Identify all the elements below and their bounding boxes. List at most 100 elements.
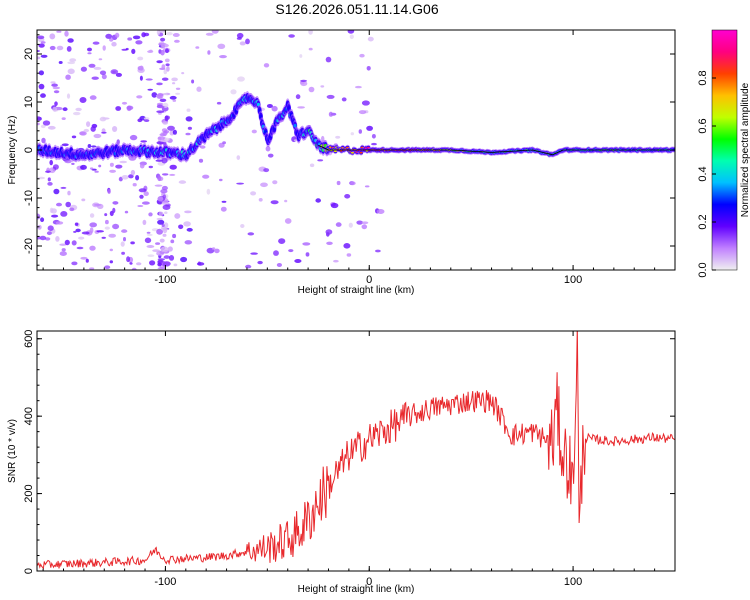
snr-line xyxy=(37,331,675,570)
noise-speckle xyxy=(305,252,310,257)
noise-speckle xyxy=(157,136,166,141)
noise-speckle xyxy=(160,37,166,42)
noise-speckle xyxy=(137,205,144,207)
x-tick-label: 100 xyxy=(564,576,582,588)
noise-speckle xyxy=(38,83,45,90)
noise-speckle xyxy=(87,52,92,55)
noise-speckle xyxy=(161,157,168,164)
noise-speckle xyxy=(300,79,308,82)
noise-speckle xyxy=(216,101,222,105)
noise-speckle xyxy=(37,50,40,52)
noise-speckle xyxy=(174,213,181,219)
noise-speckle xyxy=(69,207,75,212)
noise-speckle xyxy=(121,251,125,255)
noise-speckle xyxy=(237,76,245,82)
noise-speckle xyxy=(64,239,70,246)
noise-speckle xyxy=(121,101,128,105)
noise-speckle xyxy=(178,180,187,184)
noise-speckle xyxy=(132,35,141,40)
noise-speckle xyxy=(320,85,325,88)
figure-title: S126.2026.051.11.14.G06 xyxy=(275,1,438,17)
noise-speckle xyxy=(186,227,193,232)
spectrogram-y-ticks: -20 -10 0 10 20 xyxy=(23,34,675,266)
noise-speckle xyxy=(105,33,113,39)
noise-speckle xyxy=(71,261,78,266)
noise-speckle xyxy=(198,158,204,163)
noise-speckle xyxy=(330,202,339,209)
noise-speckle xyxy=(123,237,126,242)
y-tick-label: 400 xyxy=(23,407,35,425)
noise-speckle xyxy=(263,168,270,173)
noise-speckle xyxy=(157,175,162,182)
noise-speckle xyxy=(59,243,67,246)
noise-speckle xyxy=(158,112,162,115)
noise-speckle xyxy=(37,116,41,121)
noise-speckle xyxy=(157,267,166,270)
noise-speckle xyxy=(147,88,153,91)
noise-speckle xyxy=(143,191,149,197)
noise-speckle xyxy=(67,68,75,75)
noise-speckle xyxy=(139,75,143,81)
noise-speckle xyxy=(148,165,153,169)
noise-speckle xyxy=(136,262,142,266)
noise-speckle xyxy=(230,89,237,95)
noise-speckle xyxy=(101,131,107,134)
noise-speckle xyxy=(130,169,136,176)
noise-speckle xyxy=(127,37,133,41)
y-tick-label: 20 xyxy=(23,48,35,60)
noise-speckle xyxy=(80,66,87,72)
y-tick-label: 200 xyxy=(23,484,35,502)
noise-speckle xyxy=(361,100,370,106)
noise-speckle xyxy=(359,53,365,58)
noise-speckle xyxy=(99,116,107,122)
colorbar-tick-label: 0.6 xyxy=(697,118,709,133)
noise-speckle xyxy=(157,262,162,267)
noise-speckle xyxy=(71,240,77,246)
ridge-core xyxy=(350,151,355,154)
noise-speckle xyxy=(167,125,175,131)
noise-speckle xyxy=(61,248,66,252)
noise-speckle xyxy=(61,143,69,147)
noise-speckle xyxy=(199,145,206,149)
noise-speckle xyxy=(128,174,134,179)
noise-speckle xyxy=(155,159,164,162)
noise-speckle xyxy=(160,246,169,253)
noise-speckle xyxy=(40,124,46,129)
noise-speckle xyxy=(101,236,106,239)
noise-speckle xyxy=(107,189,111,194)
noise-speckle xyxy=(217,43,226,49)
noise-speckle xyxy=(172,33,180,37)
noise-speckle xyxy=(62,107,68,112)
noise-speckle xyxy=(54,101,58,106)
noise-speckle xyxy=(108,233,116,238)
noise-speckle xyxy=(87,47,92,52)
noise-speckle xyxy=(361,224,368,230)
noise-speckle xyxy=(42,120,51,126)
noise-speckle xyxy=(81,198,86,202)
noise-speckle xyxy=(202,174,210,179)
ridge-core xyxy=(333,150,337,153)
noise-speckle xyxy=(129,262,133,265)
noise-speckle xyxy=(73,111,81,116)
noise-speckle xyxy=(375,249,381,253)
noise-speckle xyxy=(347,30,355,34)
noise-speckle xyxy=(180,256,188,263)
noise-speckle xyxy=(317,159,324,162)
noise-speckle xyxy=(164,211,168,214)
noise-speckle xyxy=(53,188,60,195)
noise-speckle xyxy=(163,69,168,75)
noise-speckle xyxy=(170,239,175,244)
noise-speckle xyxy=(169,164,177,170)
noise-speckle xyxy=(335,135,341,139)
noise-speckle xyxy=(47,177,51,182)
noise-speckle xyxy=(166,65,170,72)
noise-speckle xyxy=(272,180,278,185)
noise-speckle xyxy=(119,160,127,164)
noise-speckle xyxy=(139,163,145,169)
noise-speckle xyxy=(52,106,58,112)
noise-speckle xyxy=(164,115,169,122)
noise-speckle xyxy=(115,106,122,111)
noise-speckle xyxy=(71,135,77,139)
